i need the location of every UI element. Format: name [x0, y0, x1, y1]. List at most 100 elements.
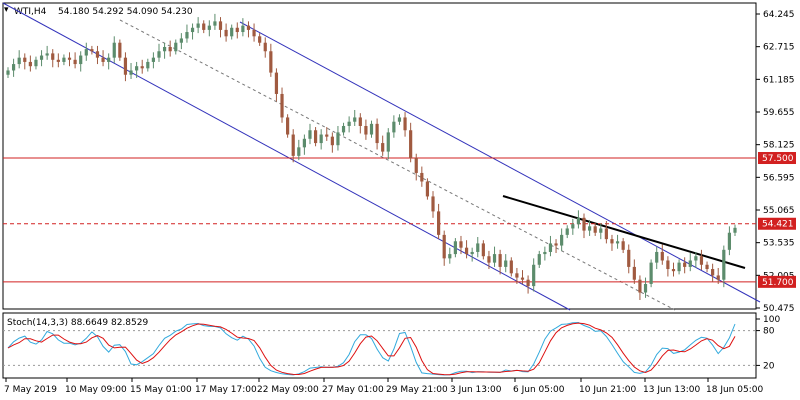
candle-body	[593, 226, 597, 233]
candlesticks	[6, 13, 737, 300]
candle-body	[73, 59, 77, 65]
candle-body	[671, 269, 676, 272]
candle-body	[84, 49, 88, 56]
candle-body	[168, 46, 172, 52]
candle-body	[599, 228, 603, 233]
candle-body	[733, 227, 737, 233]
candle-body	[358, 117, 362, 126]
candle-body	[576, 217, 581, 225]
candle-body	[481, 243, 485, 257]
candle-body	[353, 117, 357, 122]
candle-body	[571, 224, 575, 229]
candle-body	[627, 249, 631, 267]
candle-body	[369, 123, 374, 135]
candle-body	[711, 269, 715, 276]
candle-body	[470, 251, 474, 255]
candle-body	[565, 228, 569, 235]
candle-body	[241, 25, 245, 33]
candle-body	[6, 70, 10, 75]
candle-body	[174, 42, 178, 52]
time-tick-label: 6 Jun 05:00	[513, 385, 565, 395]
candle-body	[476, 243, 480, 252]
time-tick-label: 3 Jun 13:00	[450, 385, 502, 395]
candle-body	[207, 25, 211, 30]
candle-body	[129, 70, 133, 75]
price-tick-label: 56.595	[763, 173, 795, 183]
time-tick-label: 13 Jun 13:00	[643, 385, 700, 395]
candle-body	[409, 130, 413, 159]
candle-body	[17, 57, 21, 65]
candle-body	[554, 243, 558, 246]
candle-body	[722, 249, 726, 280]
candle-body	[39, 55, 44, 60]
time-tick-label: 15 May 01:00	[130, 385, 192, 395]
candle-body	[235, 27, 239, 33]
candle-body	[101, 57, 105, 62]
candle-body	[459, 241, 463, 248]
candle-body	[548, 243, 553, 252]
time-axis: 7 May 2019 10 May 09:00 15 May 01:00 17 May…	[4, 378, 763, 395]
price-levels: 57.500 51.700 54.421	[3, 152, 796, 288]
candle-body	[280, 93, 284, 118]
candle-body	[190, 27, 195, 33]
candle-body	[196, 23, 200, 28]
black-trendline	[502, 195, 746, 269]
candle-body	[515, 273, 519, 278]
candle-body	[632, 266, 636, 280]
candle-body	[537, 254, 541, 265]
candle-body	[425, 181, 430, 197]
stoch-tick-label: 100	[763, 315, 780, 325]
candle-body	[509, 260, 513, 274]
price-tick-label: 62.715	[763, 43, 795, 53]
time-tick-label: 7 May 2019	[4, 385, 57, 395]
price-tick-label: 53.535	[763, 239, 795, 249]
candle-body	[397, 117, 402, 122]
candle-body	[302, 138, 306, 148]
candle-body	[543, 251, 547, 255]
candle-body	[67, 57, 72, 60]
stoch-tick-label: 80	[763, 327, 775, 337]
candle-body	[230, 27, 234, 37]
candle-body	[341, 125, 346, 133]
candle-body	[90, 49, 94, 52]
time-tick-label: 10 May 09:00	[65, 385, 127, 395]
candle-body	[504, 260, 508, 267]
candle-body	[79, 55, 83, 65]
candle-body	[453, 241, 457, 255]
price-tick-label: 64.245	[763, 10, 795, 20]
chart-menu-icon[interactable]: ▾	[4, 5, 9, 15]
candle-body	[325, 134, 329, 137]
candle-body	[56, 59, 60, 62]
candle-body	[392, 121, 396, 133]
candle-body	[162, 46, 167, 52]
symbol-header: WTI,H4	[14, 7, 47, 17]
candle-body	[705, 264, 709, 270]
level-tag	[758, 275, 796, 288]
candle-body	[492, 254, 497, 263]
candle-body	[403, 117, 407, 131]
time-tick-label: 10 Jun 21:00	[579, 385, 636, 395]
candle-body	[45, 53, 49, 56]
candle-body	[660, 251, 664, 261]
candle-body	[375, 123, 379, 144]
candle-body	[448, 254, 452, 259]
price-tick-label: 58.125	[763, 141, 795, 151]
candle-body	[643, 283, 648, 293]
candle-body	[146, 61, 150, 69]
candle-body	[274, 72, 279, 94]
channel-upper-line	[239, 21, 761, 303]
candle-body	[291, 134, 295, 156]
stoch-tick-label: 20	[763, 361, 775, 371]
level-tag	[758, 217, 796, 230]
level-tag-label: 54.421	[762, 220, 794, 230]
channel-middle-line	[119, 19, 676, 311]
candle-body	[498, 254, 502, 267]
time-tick-label: 27 May 01:00	[322, 385, 384, 395]
candle-body	[118, 42, 122, 58]
candle-body	[258, 36, 262, 43]
price-tick-label: 55.065	[763, 206, 795, 216]
candle-body	[107, 57, 111, 62]
time-tick-label: 29 May 21:00	[386, 385, 448, 395]
level-tag	[758, 152, 796, 165]
